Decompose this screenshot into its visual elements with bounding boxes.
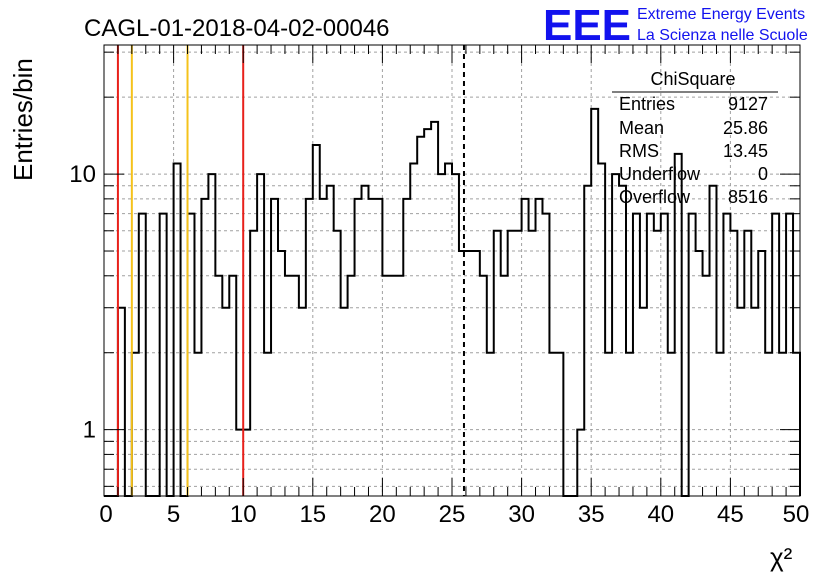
stats-value-overflow: 8516 xyxy=(728,187,768,207)
stats-label-entries: Entries xyxy=(619,94,675,114)
reference-lines xyxy=(116,45,465,496)
x-tick-label: 45 xyxy=(717,501,744,528)
stats-label-mean: Mean xyxy=(619,118,664,138)
logo-line-2: La Scienza nelle Scuole xyxy=(637,27,808,44)
x-tick-label: 15 xyxy=(299,501,326,528)
x-tick-label: 20 xyxy=(369,501,396,528)
x-tick-label: 5 xyxy=(167,501,180,528)
histogram-series xyxy=(104,107,801,497)
stats-value-mean: 25.86 xyxy=(723,118,768,138)
x-tick-label: 25 xyxy=(439,501,466,528)
run-title: CAGL-01-2018-04-02-00046 xyxy=(84,15,390,42)
stats-label-rms: RMS xyxy=(619,141,659,161)
stats-label-underflow: Underflow xyxy=(619,164,701,184)
plot-frame-top xyxy=(103,44,801,497)
logo-line-1: Extreme Energy Events xyxy=(637,6,805,23)
x-tick-label: 40 xyxy=(647,501,674,528)
x-tick-label: 35 xyxy=(578,501,605,528)
y-tick-label: 1 xyxy=(83,417,96,444)
x-axis-title: χ² xyxy=(770,542,793,572)
eee-logo: EEE xyxy=(543,1,631,50)
stats-label-overflow: Overflow xyxy=(619,187,691,207)
x-tick-label: 50 xyxy=(783,501,810,528)
y-axis-title: Entries/bin xyxy=(8,58,38,181)
x-tick-label: 0 xyxy=(99,501,112,528)
stats-value-underflow: 0 xyxy=(758,164,768,184)
y-tick-label: 10 xyxy=(69,161,96,188)
histogram-step-line xyxy=(104,107,801,497)
stats-box: ChiSquare Entries 9127 Mean 25.86 RMS 13… xyxy=(612,69,778,207)
axes: 1 10 0 5 10 15 20 25 30 35 40 45 50 xyxy=(69,44,810,528)
stats-title: ChiSquare xyxy=(650,69,735,89)
x-tick-label: 10 xyxy=(230,501,257,528)
stats-value-rms: 13.45 xyxy=(723,141,768,161)
x-tick-label: 30 xyxy=(508,501,535,528)
stats-value-entries: 9127 xyxy=(728,94,768,114)
